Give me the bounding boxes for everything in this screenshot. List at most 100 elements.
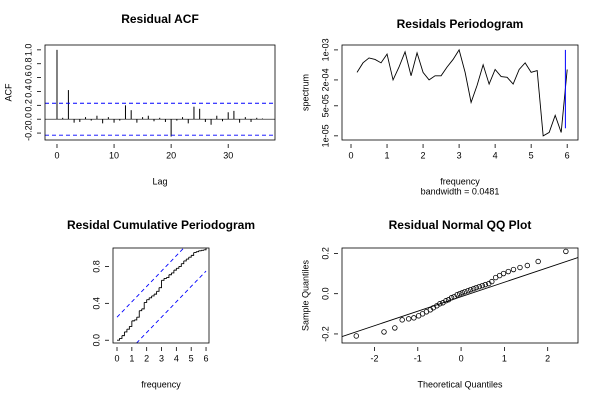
y-tick-label: 0.0 — [91, 334, 101, 347]
x-tick-label: 10 — [109, 150, 119, 160]
x-tick-label: 5 — [529, 150, 534, 160]
x-tick-label: 0 — [348, 150, 353, 160]
step — [139, 308, 143, 312]
step — [134, 317, 138, 321]
x-axis-label: frequency — [141, 379, 181, 389]
x-tick-label: 0 — [114, 353, 119, 363]
y-tick-label: 0.4 — [91, 297, 101, 310]
y-tick-label: 1.0 — [23, 44, 33, 57]
x-tick-label: -2 — [370, 353, 378, 363]
plot-area — [356, 48, 568, 137]
x-tick-label: 0 — [459, 353, 464, 363]
qq-point — [467, 286, 474, 293]
qq-point — [454, 291, 460, 298]
step — [178, 263, 182, 267]
qq-point — [465, 287, 471, 294]
qq-point — [489, 278, 495, 285]
step — [117, 338, 120, 341]
reference-line — [342, 257, 578, 337]
qq-point — [524, 262, 531, 269]
y-tick-label: 5e-05 — [320, 94, 330, 117]
step — [181, 260, 185, 265]
plot-area — [342, 248, 578, 339]
qq-point — [470, 285, 477, 292]
y-tick-label: 0.0 — [320, 287, 330, 300]
qq-point — [563, 248, 569, 255]
x-tick-label: 3 — [159, 353, 164, 363]
qq-point — [411, 315, 417, 321]
x-axis-label: Theoretical Quantiles — [417, 379, 503, 389]
x-axis-label: frequency — [440, 176, 480, 186]
plot-area — [116, 248, 207, 343]
qq-point — [392, 325, 398, 331]
y-tick-label: 2e-04 — [320, 68, 330, 91]
x-tick-label: 1 — [502, 353, 507, 363]
qq-point — [443, 298, 449, 304]
x-tick-label: 0 — [54, 150, 59, 160]
step — [141, 302, 145, 310]
plot-frame — [44, 44, 276, 141]
qq-point — [353, 333, 359, 339]
x-tick-label: 2 — [144, 353, 149, 363]
plot-frame — [341, 247, 579, 344]
step — [151, 294, 155, 297]
qq-point — [505, 268, 511, 275]
x-tick-label: 2 — [421, 150, 426, 160]
step — [149, 295, 153, 299]
qq-point — [437, 301, 443, 307]
y-axis-label: spectrum — [300, 74, 310, 111]
step — [146, 297, 150, 301]
plot-frame — [341, 44, 579, 141]
x-tick-label: -1 — [414, 353, 422, 363]
y-tick-label: 0.2 — [320, 247, 330, 260]
step — [191, 252, 195, 256]
chart-title: Residual ACF — [121, 12, 199, 26]
x-tick-label: 5 — [189, 353, 194, 363]
y-tick-label: 1e-03 — [320, 38, 330, 61]
qq-point — [399, 317, 405, 323]
step — [136, 310, 140, 318]
chart-title: Residual Normal QQ Plot — [389, 218, 532, 232]
x-tick-label: 20 — [166, 150, 176, 160]
step — [186, 257, 190, 260]
qq-point — [517, 264, 523, 271]
qq-point — [405, 316, 412, 322]
y-axis-label: Sample Quantiles — [300, 259, 310, 331]
step — [126, 326, 130, 330]
y-tick-label: 0.6 — [23, 71, 33, 84]
step — [163, 277, 167, 279]
x-tick-label: 3 — [457, 150, 462, 160]
x-tick-label: 2 — [545, 353, 550, 363]
step — [176, 266, 180, 269]
chart-title: Residal Cumulative Periodogram — [67, 218, 255, 232]
step — [156, 287, 160, 292]
step — [196, 250, 200, 253]
step — [119, 335, 123, 339]
plot-frame — [112, 247, 210, 344]
y-axis-label: ACF — [3, 83, 13, 102]
step — [154, 291, 158, 295]
step — [173, 268, 177, 271]
panel: Residual Normal QQ Plot Theoretical Quant… — [300, 218, 579, 389]
step — [144, 299, 148, 303]
step — [161, 278, 165, 281]
step — [131, 319, 135, 322]
step — [166, 274, 170, 278]
spectrum-line — [356, 48, 568, 137]
x-tick-label: 6 — [565, 150, 570, 160]
y-tick-label: 0.0 — [23, 113, 33, 126]
confidence-line — [135, 270, 207, 343]
qq-point — [473, 284, 479, 291]
x-tick-label: 6 — [204, 353, 209, 363]
y-tick-label: -0.2 — [23, 125, 33, 141]
qq-point — [459, 289, 466, 296]
step — [203, 248, 207, 251]
step — [159, 280, 162, 289]
y-tick-label: 0.8 — [23, 57, 33, 70]
step — [183, 259, 187, 262]
x-tick-label: 4 — [174, 353, 179, 363]
x-tick-label: 30 — [223, 150, 233, 160]
qq-point — [476, 283, 482, 290]
